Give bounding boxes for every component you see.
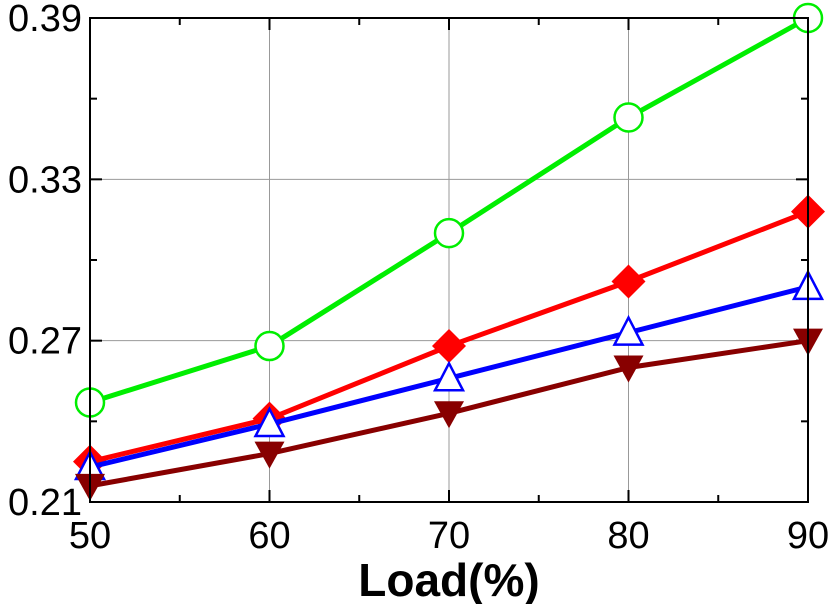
y-tick-labels: 0.21 0.27 0.33 0.39 xyxy=(8,0,82,524)
x-tick-label: 70 xyxy=(428,515,470,557)
grid-lines xyxy=(90,18,808,502)
data-point xyxy=(433,217,465,249)
data-point xyxy=(432,360,466,392)
x-tick-label: 90 xyxy=(787,515,829,557)
x-axis-title: Load(%) xyxy=(358,554,539,604)
data-point xyxy=(253,406,286,438)
data-point xyxy=(611,264,646,299)
data-point xyxy=(434,401,464,429)
series-2 xyxy=(73,194,825,479)
x-tick-labels: 50 60 70 80 90 xyxy=(69,515,829,557)
x-tick-label: 80 xyxy=(607,515,649,557)
data-point xyxy=(254,330,285,362)
series-3 xyxy=(73,269,825,481)
x-tick-label: 50 xyxy=(69,515,111,557)
data-point xyxy=(613,102,644,133)
series-1 xyxy=(74,2,824,418)
y-tick-label: 0.21 xyxy=(8,482,82,524)
x-tick-label: 60 xyxy=(248,515,290,557)
plot-frame xyxy=(89,17,809,503)
data-point xyxy=(613,355,644,383)
y-tick-label: 0.27 xyxy=(8,321,82,363)
data-point xyxy=(432,329,466,364)
y-tick-label: 0.39 xyxy=(8,0,82,40)
data-point xyxy=(254,441,285,469)
data-point xyxy=(612,314,645,346)
y-tick-label: 0.33 xyxy=(8,159,82,201)
